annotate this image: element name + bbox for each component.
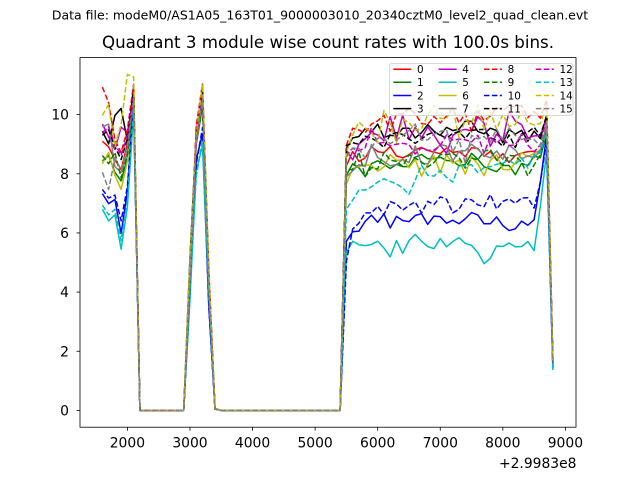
legend-label-13: 13 [560,77,573,89]
legend-label-8: 8 [508,64,515,76]
legend-label-2: 2 [417,90,424,102]
legend-label-9: 9 [508,77,515,89]
legend-label-4: 4 [462,64,469,76]
series-11-line [101,91,554,412]
legend-label-0: 0 [417,64,424,76]
series-15-line [101,97,554,412]
chart-title: Quadrant 3 module wise count rates with … [102,33,554,52]
legend-label-1: 1 [417,77,424,89]
x-axis-offset-label: +2.9983e8 [499,456,577,472]
legend-label-7: 7 [462,103,469,115]
axes-frame [79,57,577,428]
series-0-line [101,99,554,412]
x-tick-label: 6000 [360,435,395,451]
series-13-line [101,107,554,412]
x-tick-label: 9000 [548,435,583,451]
legend-label-11: 11 [508,103,521,115]
legend-label-3: 3 [417,103,424,115]
y-tick-label: 6 [60,226,69,242]
series-14-line [101,73,554,412]
x-tick-label: 8000 [485,435,520,451]
x-tick-label: 7000 [423,435,458,451]
datafile-label: Data file: modeM0/AS1A05_163T01_90000030… [52,8,588,23]
series-3-line [101,86,554,412]
y-tick-label: 8 [60,167,69,183]
legend-label-12: 12 [560,64,573,76]
series-12-line [101,96,554,412]
y-tick-label: 4 [60,285,69,301]
legend-label-14: 14 [560,90,574,102]
legend-label-5: 5 [462,77,469,89]
x-tick-label: 5000 [297,435,332,451]
legend-box [388,63,574,116]
y-tick-label: 2 [60,344,69,360]
x-tick-label: 2000 [110,435,145,451]
legend-label-6: 6 [462,90,469,102]
legend-label-15: 15 [560,103,573,115]
legend-label-10: 10 [508,90,521,102]
y-tick-label: 0 [60,404,69,420]
series-7-line [102,100,554,412]
y-tick-label: 10 [51,108,69,124]
x-tick-label: 4000 [235,435,270,451]
series-9-line [101,103,554,412]
x-tick-label: 3000 [172,435,207,451]
series-10-line [101,102,554,412]
plot-area: 2000 3000 4000 5000 6000 7000 8000 90000246810+… [51,57,583,472]
series-4-line [101,94,554,412]
